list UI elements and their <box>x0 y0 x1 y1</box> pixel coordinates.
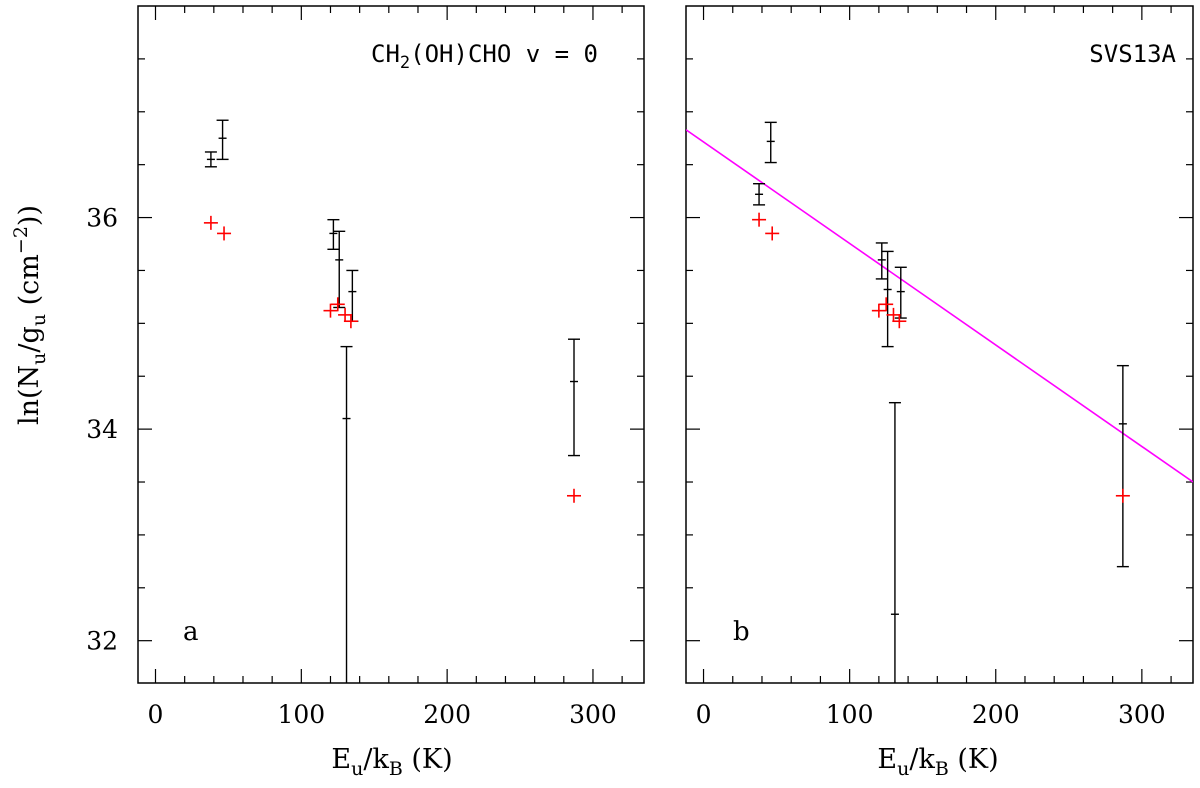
model-point <box>567 488 582 503</box>
x-tick-label: 100 <box>826 700 874 729</box>
plot-area-b <box>686 121 1193 683</box>
panel-a-label: a <box>183 617 199 647</box>
panel-a: 0 100 200 300 32 34 36 <box>86 5 645 729</box>
plot-frame <box>685 5 1194 684</box>
model-point <box>323 303 338 318</box>
model-point <box>330 297 345 312</box>
plot-frame <box>137 5 645 684</box>
model-point <box>871 303 886 318</box>
panel-b: 0 100 200 300 <box>685 5 1194 729</box>
data-point-errorbar <box>204 151 217 168</box>
y-axis-label: ln(Nu/gu (cm−2)) <box>10 205 50 425</box>
y-tick-label: 32 <box>86 627 118 656</box>
model-point <box>879 297 894 312</box>
x-tick-label: 0 <box>696 700 712 729</box>
data-point-errorbar <box>894 266 907 319</box>
panel-b-title: SVS13A <box>1089 40 1176 68</box>
data-point-errorbar <box>216 119 229 161</box>
model-point <box>1115 488 1130 503</box>
x-tick-label: 0 <box>148 700 164 729</box>
model-point <box>886 307 901 322</box>
model-point <box>203 215 218 230</box>
model-point <box>343 314 358 329</box>
x-tick-label: 200 <box>423 700 471 729</box>
model-point <box>892 314 907 329</box>
data-point-errorbar <box>327 218 340 250</box>
x-axis-label-a: Eu/kB (K) <box>331 744 452 780</box>
data-point-errorbar <box>753 183 766 206</box>
x-tick-label: 300 <box>1118 700 1166 729</box>
plot-layer: 0 100 200 300 32 34 36 0 100 200 300 <box>86 5 1194 729</box>
model-point <box>765 226 780 241</box>
model-point <box>338 307 353 322</box>
data-point-errorbar <box>568 338 581 457</box>
x-tick-label: 300 <box>569 700 617 729</box>
y-tick-label: 34 <box>86 415 118 444</box>
y-tick-label: 36 <box>86 204 118 233</box>
data-point-errorbar <box>1116 364 1129 568</box>
x-axis-label-b: Eu/kB (K) <box>877 744 998 780</box>
data-point-errorbar <box>881 250 894 348</box>
data-point-errorbar <box>340 345 353 683</box>
plot-area-a <box>203 119 582 683</box>
data-point-errorbar <box>888 401 901 683</box>
model-point <box>752 212 767 227</box>
model-point <box>217 226 232 241</box>
data-point-errorbar <box>764 121 777 164</box>
data-point-errorbar <box>875 242 888 280</box>
panel-b-label: b <box>733 617 750 647</box>
data-point-errorbar <box>333 230 346 309</box>
fit-line <box>686 129 1193 483</box>
panel-a-title: CH2(OH)CHO v = 0 <box>371 40 598 73</box>
x-tick-label: 100 <box>277 700 325 729</box>
x-tick-label: 200 <box>972 700 1020 729</box>
data-point-errorbar <box>346 269 359 322</box>
